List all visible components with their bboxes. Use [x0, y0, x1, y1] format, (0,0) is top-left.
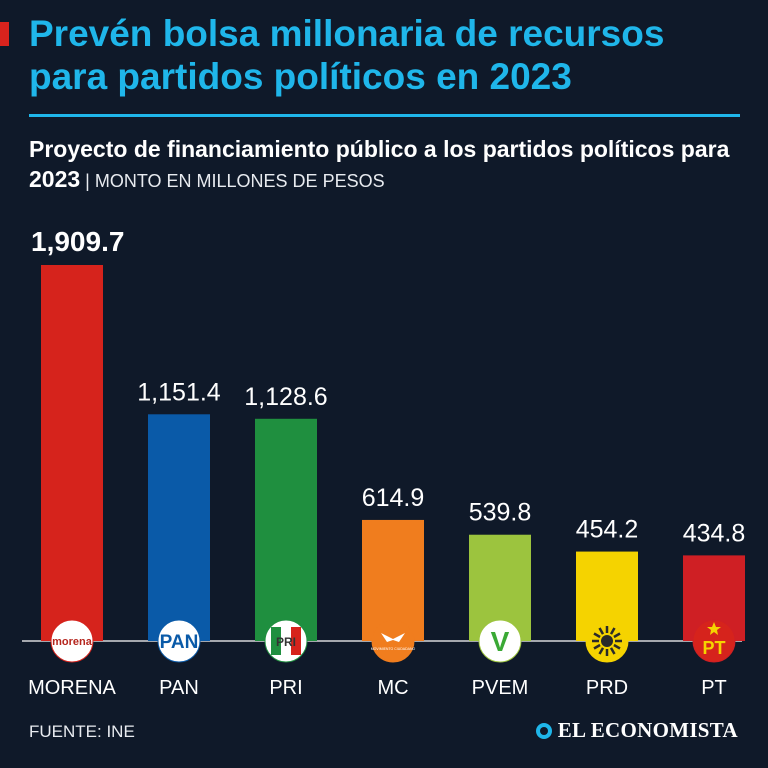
- category-label-prd: PRD: [586, 677, 628, 699]
- value-label-mc: 614.9: [362, 484, 425, 512]
- headline: Prevén bolsa millonaria de recursos para…: [29, 13, 665, 97]
- brand-icon: [535, 722, 552, 739]
- value-label-pt: 434.8: [683, 519, 746, 547]
- bar-morena: [41, 265, 103, 641]
- svg-text:PRI: PRI: [276, 635, 296, 649]
- subtitle-separator: |: [80, 171, 95, 191]
- headline-accent-bar: [0, 22, 9, 46]
- party-logo-prd-icon: [585, 619, 629, 663]
- party-logo-pvem-icon: V: [478, 619, 522, 663]
- party-logo-mc-icon: MOVIMIENTO CIUDADANO: [371, 619, 416, 663]
- party-logo-morena-icon: morena: [50, 619, 94, 663]
- bar-pan: [148, 414, 210, 641]
- svg-text:V: V: [491, 626, 510, 657]
- subtitle-bold: Proyecto de financiamiento público a los…: [29, 136, 730, 192]
- value-label-prd: 454.2: [576, 516, 639, 544]
- value-label-pan: 1,151.4: [137, 378, 221, 406]
- party-logo-pri-icon: PRI: [264, 619, 308, 663]
- value-label-morena: 1,909.7: [31, 226, 124, 257]
- category-label-pan: PAN: [159, 677, 199, 699]
- value-label-pri: 1,128.6: [244, 383, 327, 411]
- category-label-mc: MC: [377, 677, 408, 699]
- chart-subtitle: Proyecto de financiamiento público a los…: [29, 134, 749, 196]
- svg-text:morena: morena: [52, 636, 93, 648]
- headline-divider: [29, 114, 740, 117]
- value-label-pvem: 539.8: [469, 499, 532, 527]
- party-logo-pt-icon: PT: [692, 619, 736, 663]
- svg-text:PAN: PAN: [160, 632, 199, 653]
- brand-name: EL ECONOMISTA: [557, 718, 738, 742]
- subtitle-unit: MONTO EN MILLONES DE PESOS: [94, 171, 385, 191]
- category-label-morena: MORENA: [28, 677, 116, 699]
- category-label-pt: PT: [701, 677, 727, 699]
- svg-text:PT: PT: [702, 638, 725, 658]
- brand-logo: EL ECONOMISTA: [535, 718, 738, 743]
- svg-text:MOVIMIENTO CIUDADANO: MOVIMIENTO CIUDADANO: [371, 647, 416, 651]
- bar-pri: [255, 418, 317, 641]
- party-logo-pan-icon: PAN: [157, 619, 201, 663]
- category-label-pri: PRI: [269, 677, 302, 699]
- category-label-pvem: PVEM: [472, 677, 529, 699]
- source-note: FUENTE: INE: [29, 722, 135, 741]
